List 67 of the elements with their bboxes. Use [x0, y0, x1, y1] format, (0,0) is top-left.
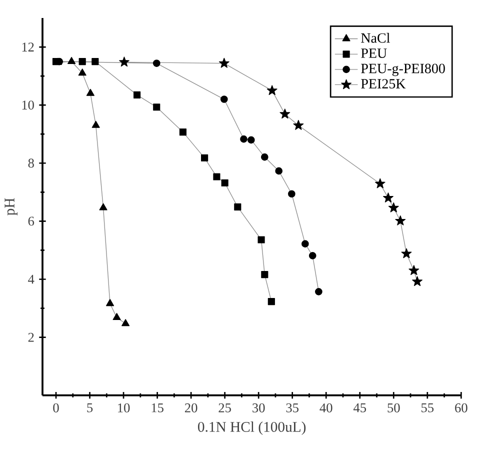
point [220, 96, 228, 103]
point [401, 248, 412, 258]
point [122, 319, 130, 326]
point [247, 136, 255, 144]
y-tick-label: 8 [28, 158, 34, 168]
point [153, 104, 160, 111]
x-tick-label: 40 [320, 403, 332, 412]
point [201, 154, 208, 162]
x-tick-label: 55 [422, 403, 434, 412]
point [315, 288, 322, 296]
point [234, 203, 242, 210]
point [99, 203, 108, 210]
point [179, 128, 186, 136]
point [258, 236, 265, 244]
legend-label: PEU [361, 48, 387, 58]
legend-label: PEU-g-PEI800 [361, 64, 445, 76]
x-tick-label: 50 [388, 403, 400, 412]
point [388, 202, 399, 212]
x-tick-label: 30 [252, 403, 265, 412]
point [106, 299, 114, 306]
point [412, 276, 422, 286]
y-tick-label: 2 [28, 332, 34, 342]
point [86, 88, 94, 96]
x-tick-label: 35 [286, 403, 298, 412]
x-tick-label: 60 [455, 403, 468, 412]
point [78, 68, 86, 76]
point [112, 312, 121, 320]
x-tick-label: 0 [53, 403, 59, 412]
point [78, 58, 86, 66]
point [383, 192, 394, 202]
point [280, 108, 290, 119]
point [268, 298, 275, 306]
legend-label: NaCl [361, 32, 390, 43]
point [408, 265, 420, 275]
point [275, 167, 283, 175]
point [288, 190, 296, 198]
x-tick-label: 15 [152, 403, 164, 412]
y-tick-label: 6 [28, 216, 34, 226]
point [261, 271, 268, 278]
point [134, 91, 141, 98]
x-tick-label: 10 [118, 403, 130, 412]
x-tick-label: 25 [218, 403, 231, 412]
point [240, 135, 248, 143]
x-tick-label: 20 [184, 403, 198, 412]
y-axis-title: pH [4, 198, 18, 216]
legend-label: PEI25K [361, 79, 406, 88]
point [92, 58, 99, 66]
point [68, 56, 76, 64]
point [119, 56, 130, 67]
point [302, 240, 309, 248]
point [374, 178, 386, 188]
point [260, 153, 268, 161]
point [213, 173, 220, 180]
point [221, 179, 228, 186]
y-tick-label: 4 [28, 274, 34, 284]
point [308, 252, 316, 260]
point [266, 85, 278, 96]
point [395, 215, 406, 226]
point [293, 120, 304, 130]
y-tick-label: 12 [22, 42, 34, 52]
y-tick-label: 10 [22, 100, 34, 110]
point [152, 60, 160, 67]
x-tick-label: 5 [87, 403, 93, 412]
x-tick-label: 45 [353, 403, 366, 412]
point [92, 120, 100, 128]
point [218, 58, 230, 68]
x-axis-title: 0.1N HCl (100uL) [198, 422, 306, 435]
